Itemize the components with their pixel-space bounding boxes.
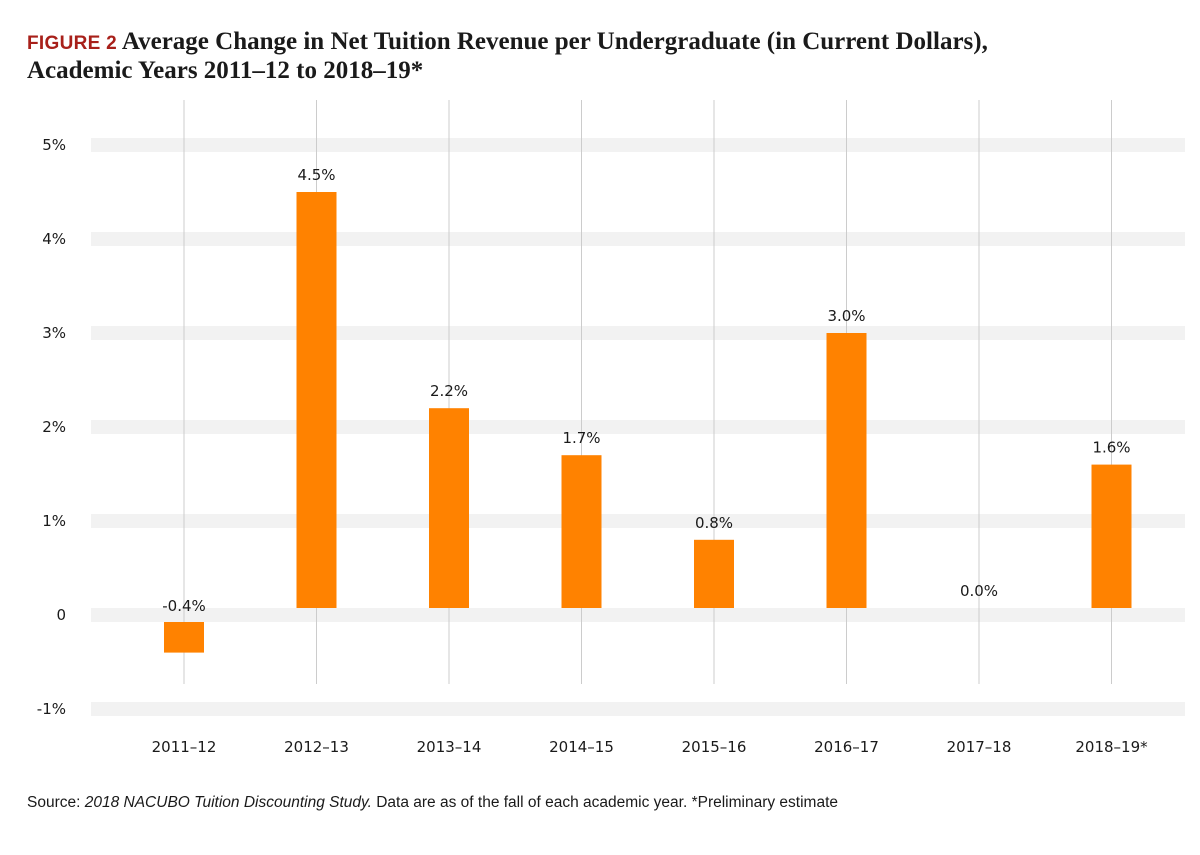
grid-band [91,138,1185,152]
bar [826,333,867,608]
data-label: 2.2% [430,382,468,400]
figure-label: FIGURE 2 [27,33,118,54]
y-tick-label: 3% [42,324,66,342]
x-tick-label: 2012–13 [284,738,349,756]
data-label: -0.4% [162,597,206,615]
data-label: 0.8% [695,514,733,532]
y-tick-label: -1% [37,700,66,718]
bar [164,622,204,653]
grid-band [91,608,1185,622]
data-label: 0.0% [960,582,998,600]
bar [561,455,602,608]
bar [296,192,337,608]
source-prefix: Source: [27,794,85,811]
bars [164,192,1132,653]
data-label: 1.6% [1092,439,1130,457]
grid-band [91,420,1185,434]
grid-band [91,514,1185,528]
data-label: 1.7% [562,429,600,447]
y-tick-label: 1% [42,512,66,530]
x-tick-label: 2018–19* [1075,738,1148,756]
bar [694,539,734,608]
source-note: Source: 2018 NACUBO Tuition Discounting … [27,794,1177,812]
y-tick-label: 2% [42,418,66,436]
grid-band [91,702,1185,716]
x-tick-label: 2011–12 [152,738,217,756]
title-line-2: Academic Years 2011–12 to 2018–19* [27,57,424,84]
bar-chart: 5% 4% 3% 2% 1% 0 -1% -0.4% 4.5% 2.2% 1.7% 0.8% 3.0%… [37,100,1185,756]
y-tick-label: 5% [42,136,66,154]
x-axis-labels: 2011–12 2012–13 2013–14 2014–15 2015–16 2016–… [152,738,1149,756]
x-tick-label: 2015–16 [682,738,747,756]
x-tick-label: 2013–14 [417,738,482,756]
y-tick-label: 4% [42,230,66,248]
x-tick-label: 2014–15 [549,738,614,756]
title-line-1: Average Change in Net Tuition Revenue pe… [121,28,988,55]
y-axis-ticks: 5% 4% 3% 2% 1% 0 -1% [37,136,66,718]
source-title: 2018 NACUBO Tuition Discounting Study. [84,794,372,811]
y-tick-label: 0 [56,606,66,624]
data-labels: -0.4% 4.5% 2.2% 1.7% 0.8% 3.0% 0.0% 1.6% [162,166,1130,615]
bar [1091,464,1132,608]
bar [429,408,469,608]
x-tick-label: 2016–17 [814,738,879,756]
grid-band [91,326,1185,340]
data-label: 4.5% [297,166,335,184]
grid-band [91,232,1185,246]
grid-bands [91,138,1185,716]
source-rest: Data are as of the fall of each academic… [371,794,839,811]
data-label: 3.0% [827,307,865,325]
x-tick-label: 2017–18 [947,738,1012,756]
chart-title: FIGURE 2 Average Change in Net Tuition R… [27,28,1177,84]
